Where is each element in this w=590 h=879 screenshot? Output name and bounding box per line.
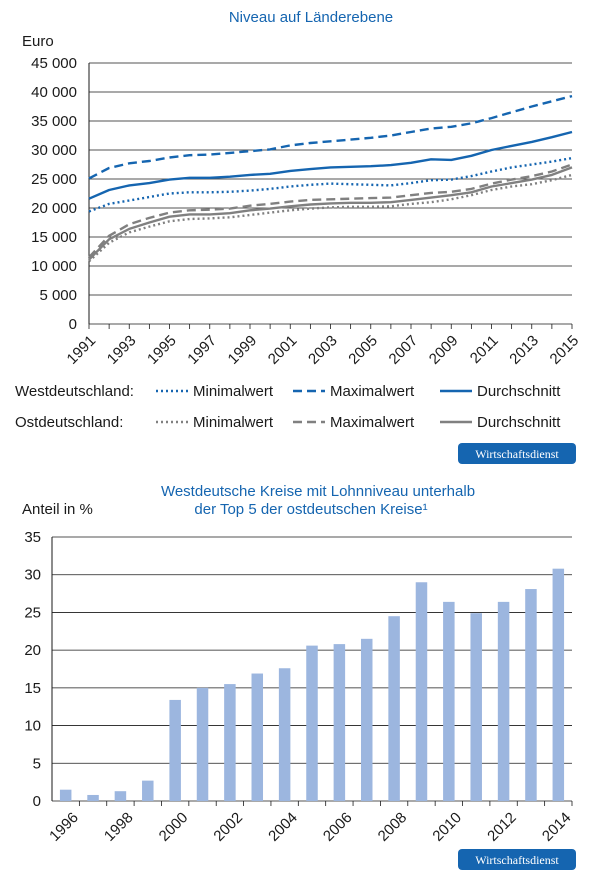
x-tick-label: 2013: [506, 332, 542, 368]
y-tick-label: 10 000: [31, 258, 77, 275]
bar-chart-unit-label: Anteil in %: [22, 501, 93, 518]
series-line-ostdeutschland-maximalwert: [88, 163, 573, 259]
publisher-badge-top: Wirtschaftsdienst: [458, 443, 576, 464]
bar-2007: [360, 638, 373, 801]
y-tick-label: 5: [33, 755, 41, 772]
line-chart-series: [88, 94, 573, 263]
x-tick-label: 2010: [429, 809, 465, 845]
legend-label-west-avg: Durchschnitt: [477, 383, 561, 400]
x-tick-label: 1995: [144, 332, 180, 368]
x-tick-label: 2003: [305, 332, 341, 368]
publisher-badge-bottom: Wirtschaftsdienst: [458, 849, 576, 870]
y-tick-label: 25: [24, 604, 41, 621]
y-tick-label: 35: [24, 529, 41, 546]
x-tick-label: 2001: [265, 332, 301, 368]
badge-label: Wirtschaftsdienst: [475, 853, 559, 867]
y-tick-label: 15 000: [31, 229, 77, 246]
x-tick-label: 2002: [210, 809, 246, 845]
y-tick-label: 5 000: [39, 287, 77, 304]
line-chart-y-axis: 0 5 000 10 000 15 000 20 000 25 000 30 000 35 0…: [31, 55, 77, 333]
bar-2014: [552, 568, 565, 801]
line-chart-unit-label: Euro: [22, 33, 54, 50]
legend-label-ost-min: Minimalwert: [193, 414, 274, 431]
x-tick-label: 2006: [320, 809, 356, 845]
x-tick-label: 2007: [386, 332, 422, 368]
line-chart-grid: [88, 62, 572, 325]
y-tick-label: 10: [24, 718, 41, 735]
x-tick-label: 2008: [375, 809, 411, 845]
legend-group-ost-label: Ostdeutschland:: [15, 414, 123, 431]
bar-2010: [443, 601, 455, 801]
x-tick-label: 2015: [547, 332, 583, 368]
bar-1996: [59, 789, 72, 801]
legend-group-west-label: Westdeutschland:: [15, 383, 134, 400]
series-line-ostdeutschland-durchschnitt: [88, 166, 573, 261]
bar-1999: [142, 780, 154, 801]
badge-label: Wirtschaftsdienst: [475, 447, 559, 461]
x-tick-label: 1993: [104, 332, 140, 368]
y-tick-label: 40 000: [31, 84, 77, 101]
bar-2002: [224, 684, 236, 801]
x-tick-label: 1991: [64, 332, 100, 368]
bar-2000: [169, 699, 181, 801]
y-tick-label: 20: [24, 642, 41, 659]
x-tick-label: 2012: [484, 809, 520, 845]
bar-1998: [114, 791, 127, 801]
x-tick-label: 2005: [345, 332, 381, 368]
bar-2009: [415, 582, 428, 801]
bar-2013: [525, 589, 537, 801]
bar-chart-title-line-2: der Top 5 der ostdeutschen Kreise¹: [194, 501, 427, 518]
series-line-ostdeutschland-minimalwert: [88, 173, 573, 263]
bar-2003: [251, 673, 264, 801]
bar-2008: [388, 616, 400, 801]
badge-background: [458, 443, 576, 464]
y-tick-label: 35 000: [31, 113, 77, 130]
legend-label-ost-max: Maximalwert: [330, 414, 415, 431]
bar-chart-title-line-1: Westdeutsche Kreise mit Lohnniveau unter…: [161, 483, 475, 500]
x-tick-label: 1998: [101, 809, 137, 845]
y-tick-label: 20 000: [31, 200, 77, 217]
y-tick-label: 30: [24, 567, 41, 584]
series-line-westdeutschland-maximalwert: [88, 94, 573, 180]
line-chart-x-axis: 1991 1993 1995 1997 1999 2001 2003 2005 2007 2009…: [64, 324, 583, 368]
bar-chart-y-axis: 0 5 10 15 20 25 30 35: [24, 529, 41, 810]
line-chart-legend: Westdeutschland: Minimalwert Maximalwert…: [15, 383, 561, 431]
y-tick-label: 45 000: [31, 55, 77, 72]
y-tick-label: 0: [69, 316, 77, 333]
x-tick-label: 2009: [426, 332, 462, 368]
bar-2011: [470, 613, 482, 801]
bar-2001: [196, 687, 209, 801]
bar-chart-bars: [59, 568, 565, 801]
bar-1997: [87, 794, 99, 801]
line-chart-title: Niveau auf Länderebene: [229, 9, 393, 26]
y-tick-label: 0: [33, 793, 41, 810]
bar-2006: [333, 644, 346, 801]
x-tick-label: 1996: [46, 809, 82, 845]
y-tick-label: 30 000: [31, 142, 77, 159]
series-line-westdeutschland-minimalwert: [88, 156, 573, 213]
y-tick-label: 15: [24, 680, 41, 697]
x-tick-label: 2014: [539, 809, 575, 845]
x-tick-label: 2004: [265, 809, 301, 845]
badge-background: [458, 849, 576, 870]
legend-label-west-min: Minimalwert: [193, 383, 274, 400]
series-line-westdeutschland-durchschnitt: [88, 130, 573, 200]
x-tick-label: 1999: [225, 332, 261, 368]
x-tick-label: 2000: [156, 809, 192, 845]
bar-2012: [497, 601, 510, 801]
x-tick-label: 2011: [467, 332, 502, 367]
legend-label-west-max: Maximalwert: [330, 383, 415, 400]
legend-label-ost-avg: Durchschnitt: [477, 414, 561, 431]
y-tick-label: 25 000: [31, 171, 77, 188]
bar-2005: [306, 645, 318, 801]
bar-2004: [278, 668, 291, 801]
bar-chart-x-axis: 1996 1998 2000 2002 2004 2006 2008 2010 2012 2014: [46, 801, 575, 845]
x-tick-label: 1997: [184, 332, 220, 368]
